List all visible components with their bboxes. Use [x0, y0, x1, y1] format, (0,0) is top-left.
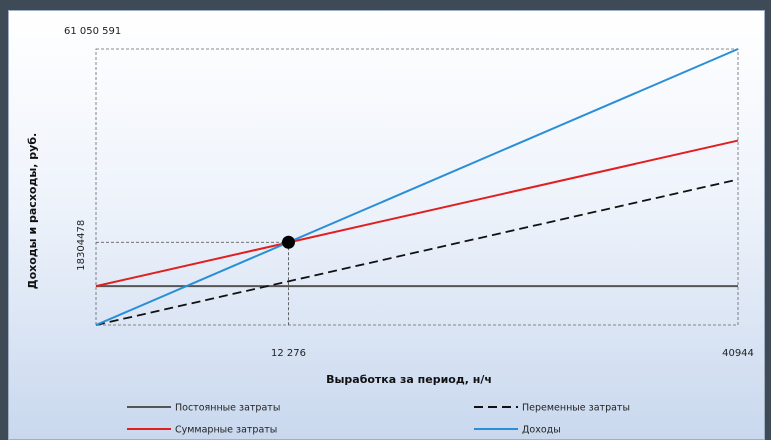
break-even-chart: 12 276 40944 18304478 61 050 591 Выработка …	[9, 11, 764, 439]
x-tick-label-0: 12 276	[271, 348, 306, 359]
legend-label-3: Доходы	[522, 425, 561, 436]
chart-frame: 12 276 40944 18304478 61 050 591 Выработка …	[8, 10, 765, 440]
series-line-3	[96, 49, 738, 325]
y-tick-label-1: 61 050 591	[64, 26, 121, 37]
y-axis-title: Доходы и расходы, руб.	[26, 133, 39, 289]
x-axis-title: Выработка за период, н/ч	[326, 373, 492, 386]
legend-label-0: Постоянные затраты	[175, 403, 280, 414]
break-even-point	[282, 236, 295, 249]
legend-label-1: Переменные затраты	[522, 403, 630, 414]
series-line-2	[96, 141, 738, 287]
series-line-1	[96, 179, 738, 325]
legend: Постоянные затраты Переменные затраты Сумм…	[127, 403, 630, 436]
x-tick-label-1: 40944	[722, 348, 754, 359]
legend-label-2: Суммарные затраты	[175, 425, 277, 436]
y-tick-label-0: 18304478	[76, 220, 87, 271]
